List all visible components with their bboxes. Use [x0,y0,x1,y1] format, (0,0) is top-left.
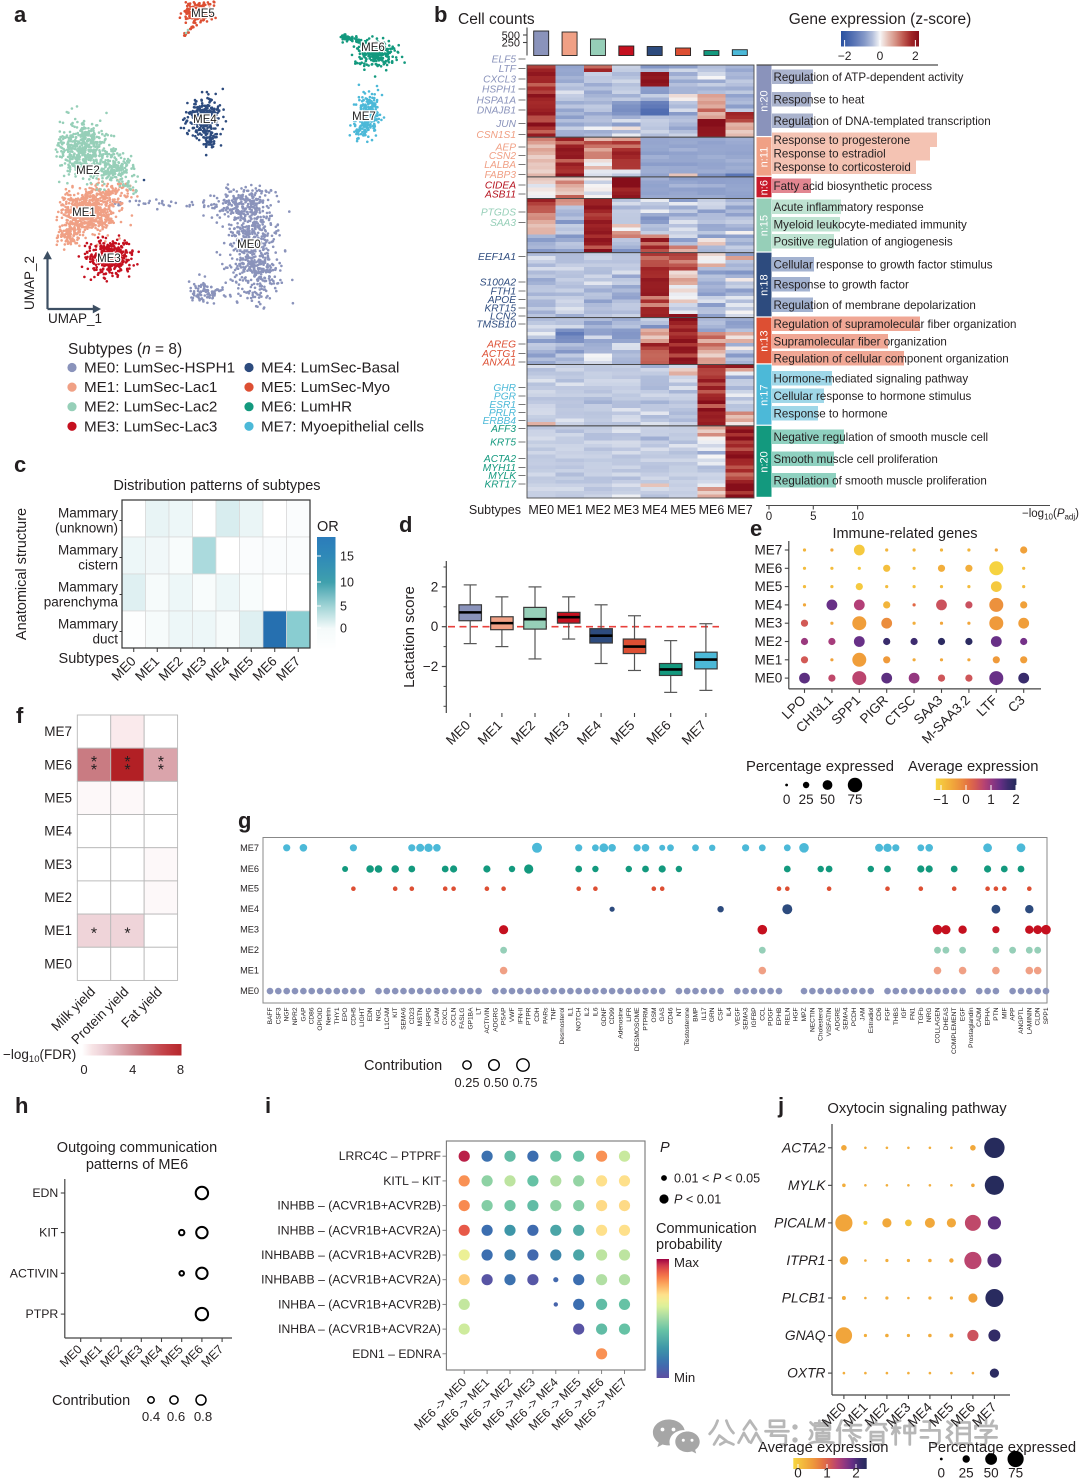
svg-text:JUN: JUN [495,119,516,130]
svg-text:PTGDS: PTGDS [481,208,516,219]
svg-text:ME7: ME7 [352,111,376,123]
svg-text:n:13: n:13 [759,330,771,351]
svg-text:UMAP_2: UMAP_2 [22,256,37,310]
svg-text:UMAP_1: UMAP_1 [48,311,102,326]
svg-text:Subtypes (n = 8): Subtypes (n = 8) [68,341,182,358]
svg-text:ME0: ME0 [237,239,261,251]
svg-text:ME6: ME6 [361,42,385,54]
svg-text:DNAJB1: DNAJB1 [477,106,516,117]
svg-text:n:6: n:6 [759,180,771,195]
svg-text:ME4: ME4 [193,114,217,126]
svg-text:ME3: ME3 [97,253,121,265]
svg-text:ME2: LumSec-Lac2: ME2: LumSec-Lac2 [84,399,217,416]
svg-text:−2: −2 [838,49,852,63]
svg-text:ME5: ME5 [191,8,215,20]
svg-text:ME7: Myoepithelial cells: ME7: Myoepithelial cells [261,418,424,435]
svg-text:ME1: LumSec-Lac1: ME1: LumSec-Lac1 [84,379,217,396]
svg-text:0: 0 [877,49,884,63]
svg-text:FABP3: FABP3 [484,170,516,181]
svg-text:SAA3: SAA3 [490,218,516,229]
svg-text:n:20: n:20 [759,90,771,111]
svg-text:CSN1S1: CSN1S1 [476,130,516,141]
svg-text:ME4: LumSec-Basal: ME4: LumSec-Basal [261,360,399,377]
svg-text:ME5: LumSec-Myo: ME5: LumSec-Myo [261,379,390,396]
svg-text:ME2: ME2 [76,165,100,177]
svg-text:n:18: n:18 [759,274,771,295]
svg-text:ME3: LumSec-Lac3: ME3: LumSec-Lac3 [84,418,217,435]
svg-text:EEF1A1: EEF1A1 [478,252,516,263]
svg-text:ASB11: ASB11 [484,190,516,201]
svg-text:b: b [434,2,447,27]
svg-text:n:20: n:20 [759,451,771,472]
svg-text:ME6: LumHR: ME6: LumHR [261,399,352,416]
svg-text:LTF: LTF [499,64,517,75]
svg-text:n:11: n:11 [759,147,771,168]
svg-text:a: a [14,2,27,27]
svg-text:n:15: n:15 [759,215,771,236]
svg-text:Gene expression (z-score): Gene expression (z-score) [789,11,972,28]
svg-text:n:17: n:17 [759,384,771,405]
svg-text:ME1: ME1 [72,207,96,219]
svg-text:250: 250 [502,38,520,50]
svg-text:Cell counts: Cell counts [458,11,535,28]
svg-text:ME0: LumSec-HSPH1: ME0: LumSec-HSPH1 [84,360,235,377]
svg-text:2: 2 [912,49,919,63]
svg-text:HSPH1: HSPH1 [482,85,516,96]
